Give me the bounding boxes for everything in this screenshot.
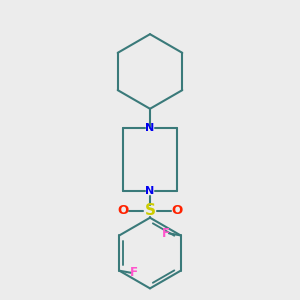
Text: F: F xyxy=(162,227,170,240)
Text: O: O xyxy=(172,204,183,218)
Text: N: N xyxy=(146,186,154,196)
Text: N: N xyxy=(146,123,154,134)
Text: F: F xyxy=(130,266,138,279)
Text: O: O xyxy=(117,204,128,218)
Text: S: S xyxy=(145,203,155,218)
